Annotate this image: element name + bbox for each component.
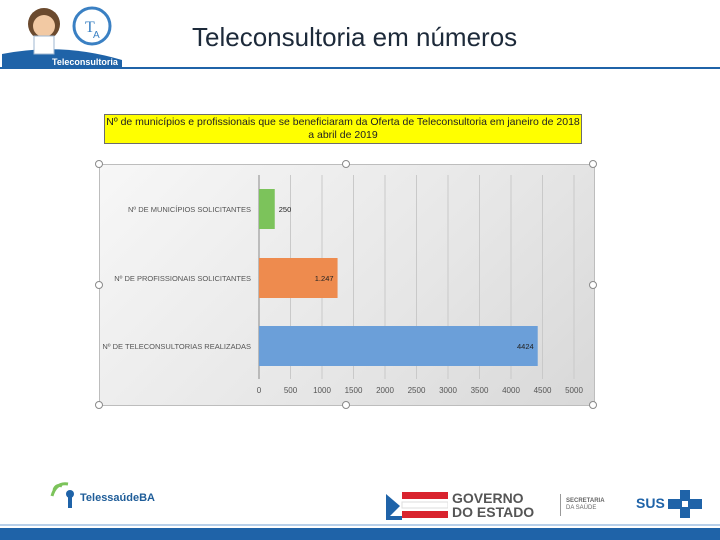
resize-handle-tr[interactable] [589, 160, 597, 168]
category-label: Nº DE TELECONSULTORIAS REALIZADAS [102, 342, 251, 351]
chart-area: 0 500 1000 1500 2000 2500 3000 3500 4000 4500 5000… [99, 164, 595, 406]
header-bar: T A Teleconsultoria Teleconsultoria em n… [0, 0, 720, 69]
svg-text:A: A [93, 30, 100, 41]
bar-chart: 0 500 1000 1500 2000 2500 3000 3500 4000 4500 5000… [102, 175, 583, 395]
footer-divider [560, 494, 561, 516]
category-label: Nº DE MUNICÍPIOS SOLICITANTES [128, 205, 251, 214]
resize-handle-bc[interactable] [342, 401, 350, 409]
chart-title-line2: a abril de 2019 [308, 129, 378, 141]
x-tick-label: 1000 [313, 386, 331, 395]
bar [259, 258, 338, 298]
x-tick-label: 3000 [439, 386, 457, 395]
x-tick-label: 2500 [408, 386, 426, 395]
data-label: 4424 [517, 342, 534, 351]
footer-accent-line [0, 524, 720, 526]
resize-handle-mr[interactable] [589, 281, 597, 289]
secretaria-line1: SECRETARIA [566, 498, 605, 504]
x-tick-label: 1500 [345, 386, 363, 395]
bar [259, 189, 275, 229]
bahia-flag-icon [386, 490, 448, 520]
header-divider [0, 67, 720, 69]
chart-title-line1: Nº de municípios e profissionais que se … [106, 116, 580, 128]
secretaria-line2: DA SAÚDE [566, 505, 597, 511]
x-tick-label: 4500 [534, 386, 552, 395]
svg-text:T: T [85, 19, 95, 36]
x-tick-label: 5000 [565, 386, 583, 395]
sus-cross-icon [668, 490, 702, 518]
gov-logo-line2: DO ESTADO [452, 504, 535, 520]
x-tick-label: 3500 [471, 386, 489, 395]
data-label: 1.247 [315, 274, 334, 283]
bar [259, 326, 538, 366]
telessaude-logo-text: TelessaúdeBA [80, 492, 155, 504]
resize-handle-bl[interactable] [95, 401, 103, 409]
resize-handle-tc[interactable] [342, 160, 350, 168]
resize-handle-br[interactable] [589, 401, 597, 409]
footer-bar [0, 528, 720, 540]
category-label: Nº DE PROFISSIONAIS SOLICITANTES [114, 274, 251, 283]
chart-title: Nº de municípios e profissionais que se … [104, 114, 582, 144]
x-tick-label: 0 [257, 386, 262, 395]
sus-logo-text: SUS [636, 495, 665, 511]
logo-label: Teleconsultoria [52, 57, 118, 67]
resize-handle-ml[interactable] [95, 281, 103, 289]
page-title: Teleconsultoria em números [192, 22, 518, 52]
teleconsultoria-logo: T A [2, 2, 122, 68]
x-tick-label: 500 [284, 386, 298, 395]
telessaude-logo-icon [50, 482, 74, 508]
resize-handle-tl[interactable] [95, 160, 103, 168]
gov-logo-line1: GOVERNO [452, 490, 524, 506]
data-label: 250 [279, 205, 292, 214]
x-tick-label: 2000 [376, 386, 394, 395]
x-tick-label: 4000 [502, 386, 520, 395]
